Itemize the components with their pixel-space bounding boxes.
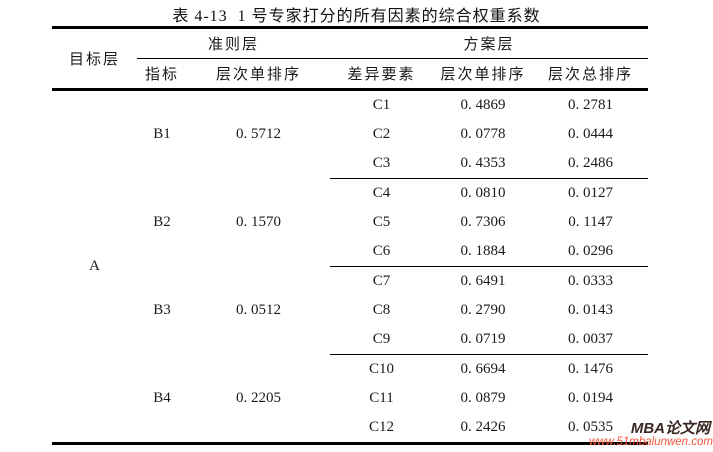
weights-table: 目标层 准则层 方案层 指标 层次单排序 差异要素 层次单排序 层次总排序 A … xyxy=(52,26,649,445)
element-cell: C1 xyxy=(372,97,391,113)
element-cell: C4 xyxy=(372,185,391,201)
indicator-rank-cell: 0. 2205 xyxy=(236,389,281,406)
watermark-site-name: MBA论文网 xyxy=(630,420,710,437)
single-rank-cell: 0. 0879 xyxy=(460,390,506,406)
table-row: C11 0. 0879 0. 0194 xyxy=(52,384,648,413)
element-cell: C11 xyxy=(369,390,394,406)
table-caption: 表 4-13 1 号专家打分的所有因素的综合权重系数 xyxy=(172,8,541,25)
total-rank-cell: 0. 0037 xyxy=(533,325,649,355)
header-single-rank-scheme: 层次单排序 xyxy=(433,58,534,91)
total-rank-cell: 0. 0444 xyxy=(568,126,614,142)
element-cell: C6 xyxy=(330,237,434,267)
table-row: B2 0. 1570 C4 0. 0810 0. 0127 xyxy=(52,179,648,230)
total-rank-cell: 0. 1147 xyxy=(568,214,613,230)
watermark-site-url: www.51mbalunwen.com xyxy=(588,436,713,448)
single-rank-cell: 0. 0778 xyxy=(460,126,506,142)
total-rank-cell: 0. 0296 xyxy=(533,237,649,267)
element-cell: C8 xyxy=(372,302,391,318)
element-cell: C9 xyxy=(330,325,434,355)
header-total-rank: 层次总排序 xyxy=(533,58,649,91)
single-rank-cell: 0. 2426 xyxy=(460,419,506,435)
table-row: C9 0. 0719 0. 0037 xyxy=(52,325,649,355)
header-scheme-layer: 方案层 xyxy=(330,27,649,59)
single-rank-cell: 0. 0810 xyxy=(460,185,506,201)
element-cell: C12 xyxy=(369,419,395,435)
table-row: B3 0. 0512 C7 0. 6491 0. 0333 xyxy=(52,267,648,318)
table-row: C12 0. 2426 0. 0535 xyxy=(52,413,648,444)
total-rank-cell: 0. 1476 xyxy=(568,361,614,377)
indicator-rank-cell: 0. 5712 xyxy=(236,126,281,143)
header-indicator: 指标 xyxy=(137,58,187,91)
indicator-cell: B2 xyxy=(153,214,171,230)
total-rank-cell: 0. 0535 xyxy=(568,419,614,435)
header-target-layer: 目标层 xyxy=(52,27,137,91)
total-rank-cell: 0. 2781 xyxy=(568,97,614,113)
single-rank-cell: 0. 4869 xyxy=(460,97,506,113)
indicator-rank-cell: 0. 0512 xyxy=(236,302,281,318)
target-cell: A xyxy=(89,258,100,274)
table-row: C5 0. 7306 0. 1147 xyxy=(52,208,648,237)
element-cell: C2 xyxy=(372,126,391,142)
total-rank-cell: 0. 0127 xyxy=(568,185,614,201)
element-cell: C10 xyxy=(369,361,395,377)
single-rank-cell: 0. 1884 xyxy=(433,237,534,267)
indicator-cell: B1 xyxy=(153,126,171,143)
indicator-rank-cell: 0. 1570 xyxy=(236,214,281,230)
single-rank-cell: 0. 4353 xyxy=(433,149,534,179)
element-cell: C7 xyxy=(372,273,391,289)
header-diff-element: 差异要素 xyxy=(330,58,434,91)
header-criteria-layer: 准则层 xyxy=(137,27,331,59)
single-rank-cell: 0. 7306 xyxy=(460,214,506,230)
table-row: A B1 0. 5712 C1 0. 4869 0. 2781 xyxy=(52,90,648,274)
table-row: B4 0. 2205 C10 0. 6694 0. 1476 xyxy=(52,355,648,406)
total-rank-cell: 0. 0333 xyxy=(568,273,614,289)
single-rank-cell: 0. 6491 xyxy=(460,273,506,289)
indicator-cell: B4 xyxy=(153,389,171,406)
indicator-cell: B3 xyxy=(153,302,171,318)
total-rank-cell: 0. 0194 xyxy=(568,390,614,406)
header-single-rank-criteria: 层次单排序 xyxy=(187,58,331,91)
element-cell: C3 xyxy=(330,149,434,179)
single-rank-cell: 0. 2790 xyxy=(460,302,506,318)
total-rank-cell: 0. 2486 xyxy=(533,149,649,179)
table-row: C8 0. 2790 0. 0143 xyxy=(52,296,648,325)
table-row: C2 0. 0778 0. 0444 xyxy=(52,120,648,149)
table-row: C3 0. 4353 0. 2486 xyxy=(52,149,649,179)
single-rank-cell: 0. 6694 xyxy=(460,361,506,377)
table-row: C6 0. 1884 0. 0296 xyxy=(52,237,649,267)
total-rank-cell: 0. 0143 xyxy=(568,302,614,318)
element-cell: C5 xyxy=(372,214,391,230)
single-rank-cell: 0. 0719 xyxy=(433,325,534,355)
